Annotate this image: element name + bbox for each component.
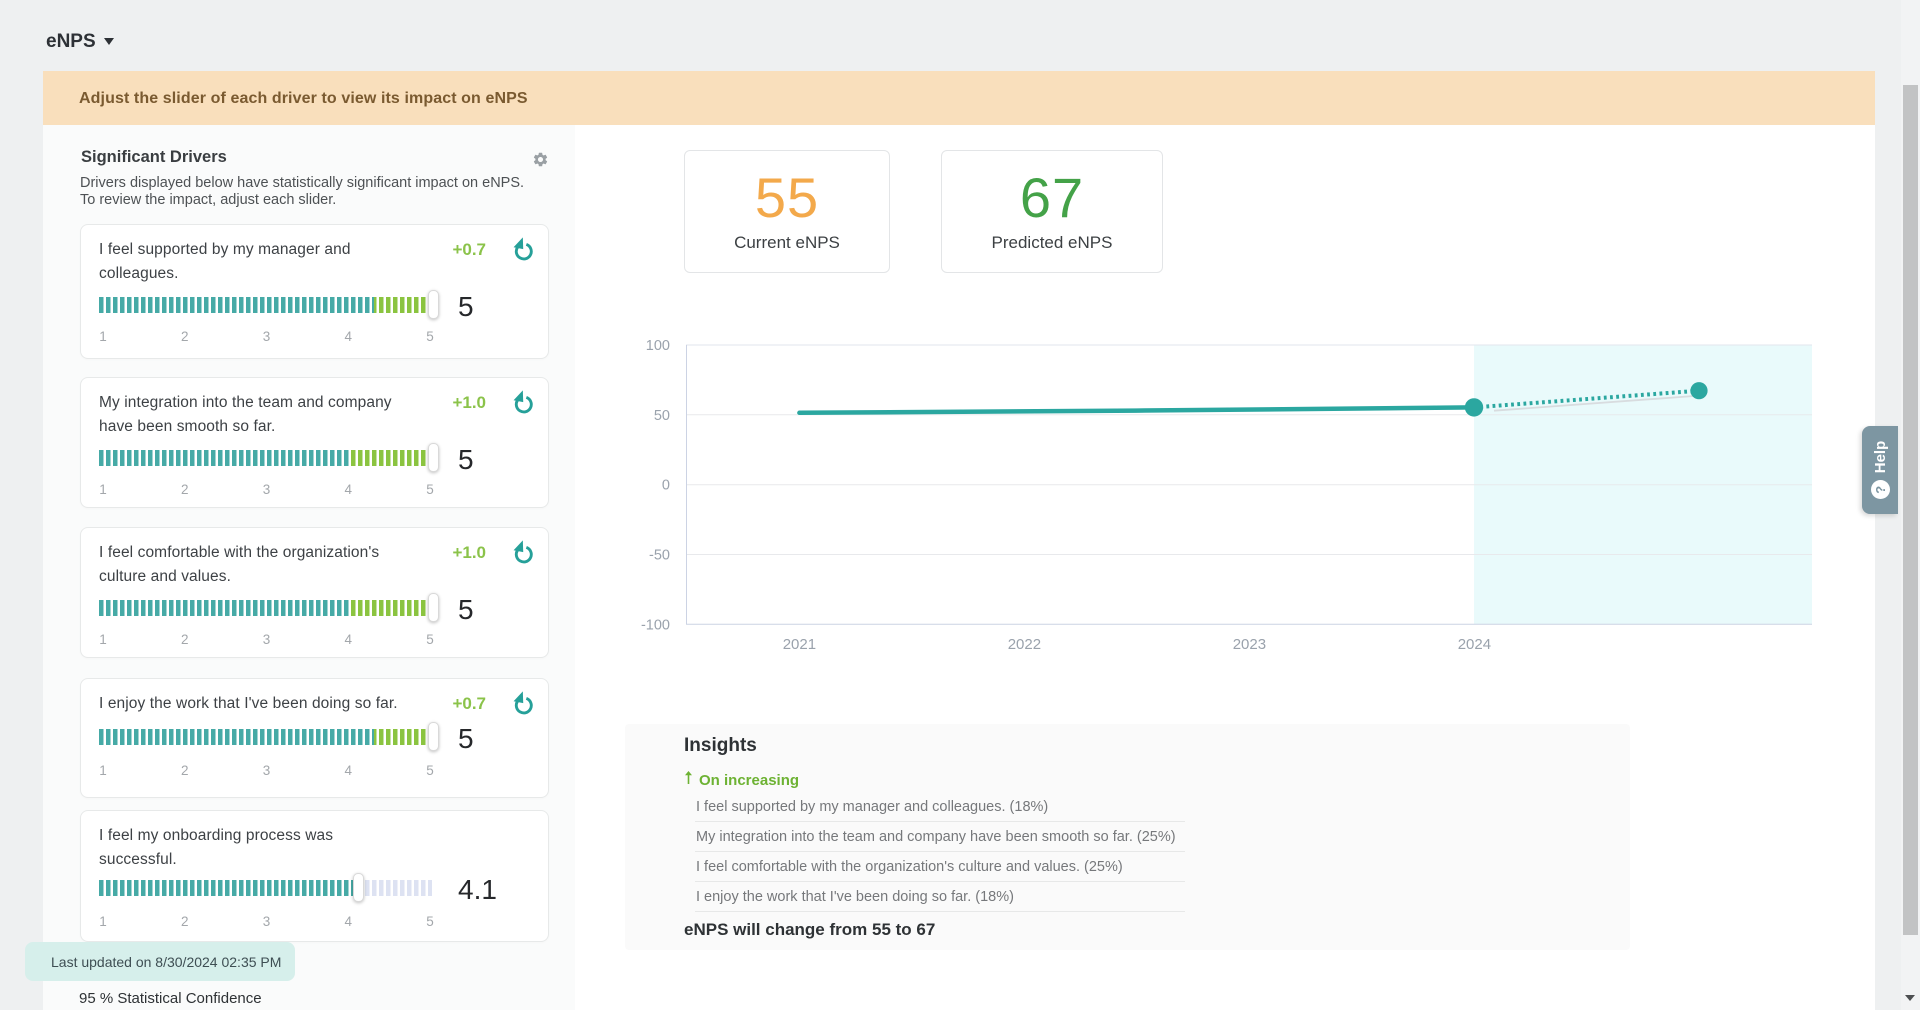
svg-text:-50: -50 — [649, 548, 670, 564]
svg-text:0: 0 — [662, 478, 670, 494]
svg-text:2023: 2023 — [1233, 636, 1266, 653]
svg-text:100: 100 — [646, 338, 670, 354]
svg-text:2021: 2021 — [783, 636, 816, 653]
svg-text:-100: -100 — [641, 617, 670, 633]
svg-text:50: 50 — [654, 408, 670, 424]
svg-text:2024: 2024 — [1458, 636, 1491, 653]
svg-text:2022: 2022 — [1008, 636, 1041, 653]
